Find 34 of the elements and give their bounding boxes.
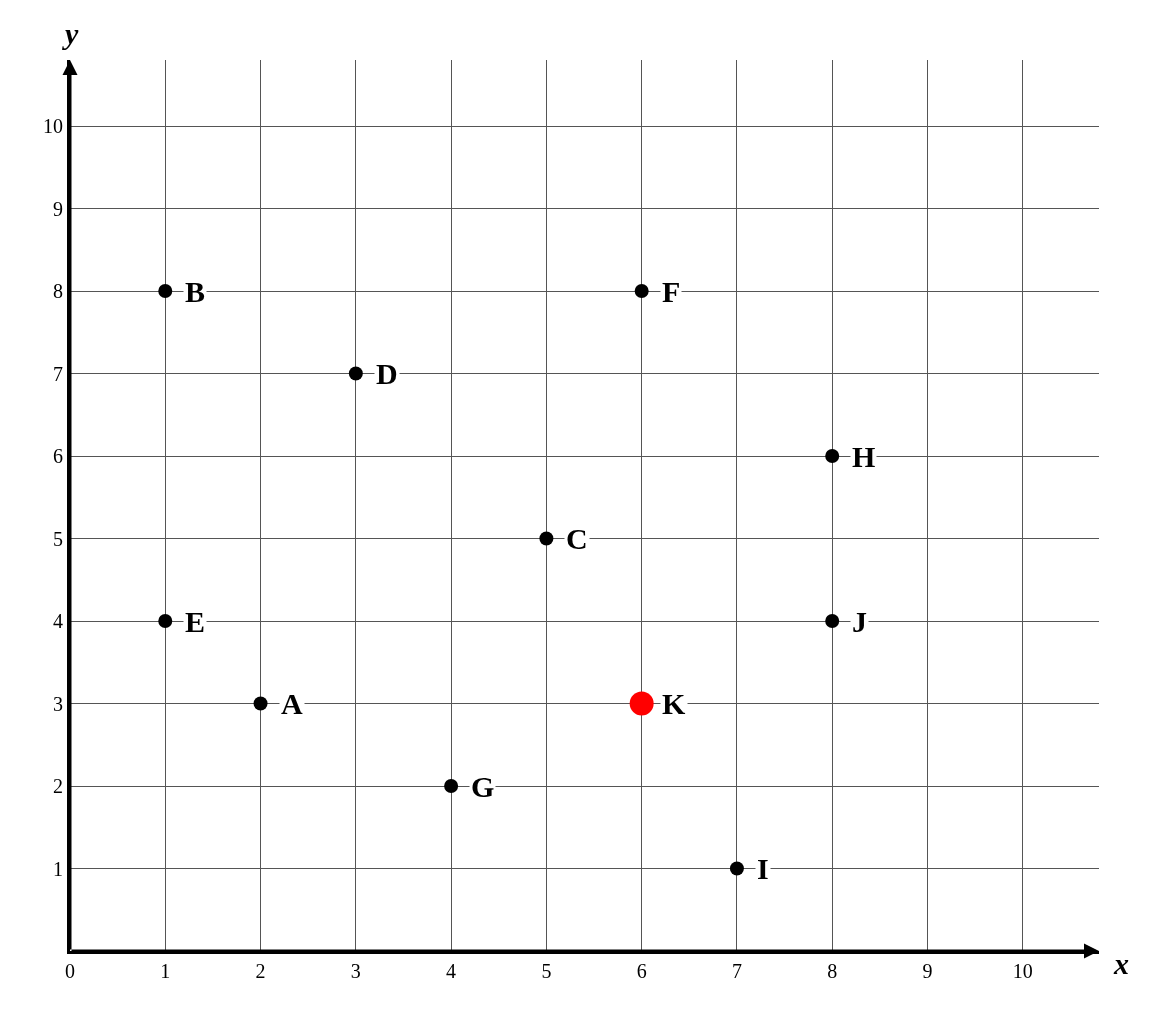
x-axis-title: x <box>1113 947 1129 980</box>
x-tick-label: 6 <box>636 960 647 982</box>
annotation: K <box>662 687 686 720</box>
annotation: D <box>376 357 398 390</box>
annotation: J <box>852 605 867 638</box>
x-tick-label: 0 <box>65 960 75 982</box>
x-tick-label: 8 <box>827 960 838 982</box>
y-tick-label: 3 <box>53 692 63 715</box>
x-tick-label: 4 <box>446 960 457 982</box>
y-tick-label: 1 <box>53 857 63 880</box>
y-tick-label: 7 <box>53 362 63 385</box>
x-tick-label: 1 <box>160 960 171 982</box>
annotation: C <box>566 522 588 555</box>
annotation: G <box>471 770 495 803</box>
annotation: H <box>852 440 876 473</box>
annotation: A <box>281 687 303 720</box>
y-tick-label: 9 <box>53 197 63 220</box>
x-tick-label: 3 <box>350 960 361 982</box>
y-tick-label: 10 <box>43 115 63 137</box>
x-tick-label: 10 <box>1012 960 1033 982</box>
y-tick-label: 6 <box>53 445 63 467</box>
y-tick-label: 4 <box>53 610 63 632</box>
annotation: B <box>185 275 206 308</box>
y-tick-label: 8 <box>53 280 63 302</box>
annotation: I <box>757 852 769 885</box>
y-tick-label: 2 <box>53 775 63 797</box>
annotation: E <box>185 605 206 638</box>
x-tick-label: 9 <box>922 960 933 982</box>
y-axis-title: y <box>62 17 79 50</box>
y-tick-label: 5 <box>53 527 63 550</box>
x-tick-label: 5 <box>541 960 552 982</box>
x-tick-label: 2 <box>255 960 266 982</box>
annotation: F <box>662 275 681 308</box>
x-tick-label: 7 <box>731 960 742 982</box>
